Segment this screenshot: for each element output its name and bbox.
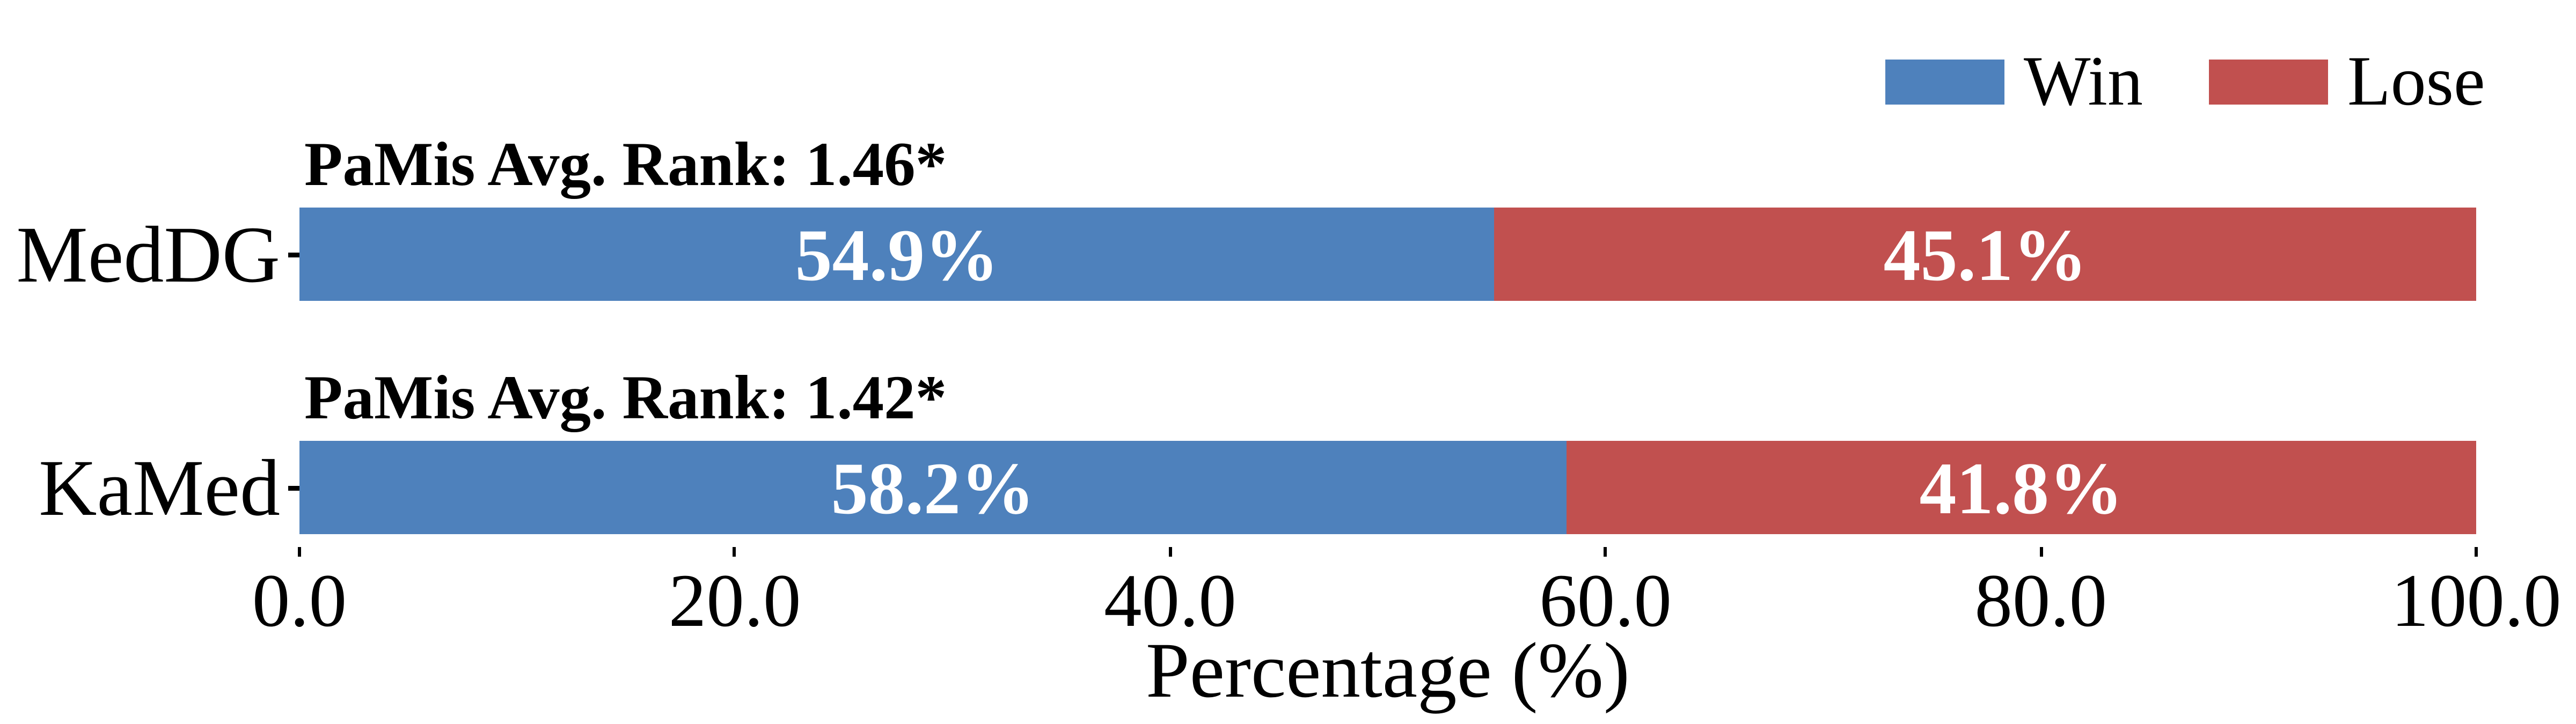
bar-row-kamed: 58.2% 41.8%: [299, 441, 2476, 534]
legend-item-lose: Lose: [2209, 42, 2485, 121]
x-tick-mark: [1168, 547, 1172, 557]
x-axis-label: Percentage (%): [1146, 626, 1630, 714]
x-tick-label: 60.0: [1539, 560, 1672, 644]
x-tick-label: 80.0: [1974, 560, 2107, 644]
bar-value-label: 41.8%: [1919, 446, 2124, 529]
y-tick-mark: [288, 252, 299, 257]
bar-segment-lose-meddg: 45.1%: [1494, 208, 2476, 301]
rank-annotation-kamed: PaMis Avg. Rank: 1.42*: [304, 364, 947, 433]
category-label-meddg: MedDG: [16, 209, 280, 299]
legend-item-win: Win: [1885, 42, 2143, 121]
rank-annotation-meddg: PaMis Avg. Rank: 1.46*: [304, 130, 947, 200]
x-tick-label: 100.0: [2391, 560, 2562, 644]
lose-legend-swatch: [2209, 60, 2328, 105]
bar-segment-win-kamed: 58.2%: [299, 441, 1567, 534]
bar-segment-lose-kamed: 41.8%: [1566, 441, 2476, 534]
x-tick-label: 20.0: [668, 560, 801, 644]
y-tick-mark: [288, 485, 299, 490]
x-tick-mark: [1604, 547, 1607, 557]
x-tick-mark: [733, 547, 737, 557]
win-legend-label: Win: [2024, 42, 2143, 121]
legend: Win Lose: [1885, 42, 2485, 121]
bar-row-meddg: 54.9% 45.1%: [299, 208, 2476, 301]
bar-segment-win-meddg: 54.9%: [299, 208, 1495, 301]
bar-value-label: 45.1%: [1883, 213, 2088, 295]
x-tick-label: 0.0: [252, 560, 347, 644]
win-legend-swatch: [1885, 60, 2004, 105]
x-tick-label: 40.0: [1104, 560, 1236, 644]
x-tick-mark: [2039, 547, 2043, 557]
x-tick-mark: [298, 547, 301, 557]
lose-legend-label: Lose: [2347, 42, 2485, 121]
bar-value-label: 58.2%: [831, 446, 1035, 529]
x-tick-mark: [2475, 547, 2478, 557]
category-label-kamed: KaMed: [39, 442, 280, 533]
bar-value-label: 54.9%: [795, 213, 999, 295]
